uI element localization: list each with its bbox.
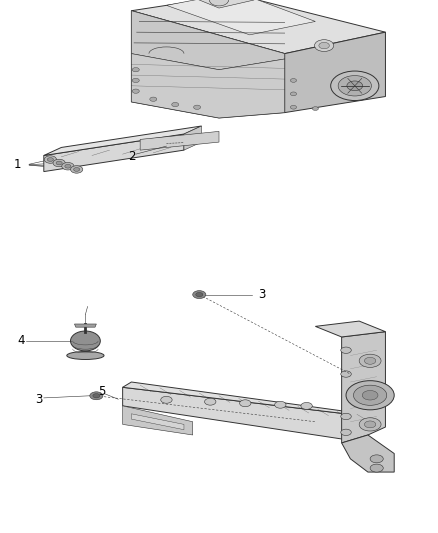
Circle shape [44, 156, 57, 163]
Circle shape [359, 354, 381, 367]
Circle shape [132, 68, 139, 72]
Circle shape [47, 158, 53, 161]
Polygon shape [184, 126, 201, 150]
Circle shape [364, 357, 376, 364]
Circle shape [312, 107, 318, 110]
Circle shape [74, 167, 80, 171]
Polygon shape [140, 131, 219, 150]
Circle shape [209, 0, 229, 6]
Circle shape [290, 78, 297, 82]
Polygon shape [285, 32, 385, 112]
Circle shape [341, 413, 351, 419]
Circle shape [196, 293, 203, 297]
Circle shape [62, 163, 74, 170]
Polygon shape [74, 324, 96, 327]
Circle shape [370, 455, 383, 463]
Polygon shape [123, 387, 368, 440]
Circle shape [240, 400, 251, 407]
Circle shape [301, 402, 312, 409]
Circle shape [346, 381, 394, 410]
Polygon shape [342, 435, 394, 472]
Circle shape [93, 394, 100, 398]
Circle shape [65, 164, 71, 168]
Polygon shape [44, 134, 184, 172]
Polygon shape [166, 0, 315, 35]
Text: 4: 4 [17, 334, 25, 348]
Text: 5: 5 [98, 385, 105, 398]
Circle shape [90, 392, 103, 400]
Circle shape [353, 385, 387, 405]
Circle shape [290, 106, 297, 109]
Circle shape [275, 401, 286, 408]
Polygon shape [123, 382, 368, 416]
Circle shape [53, 159, 65, 167]
Ellipse shape [71, 331, 100, 351]
Circle shape [290, 92, 297, 96]
Circle shape [370, 464, 383, 472]
Text: 3: 3 [35, 393, 42, 406]
Text: 2: 2 [127, 150, 135, 163]
Ellipse shape [67, 352, 104, 359]
Circle shape [194, 105, 201, 109]
Text: 3: 3 [258, 288, 266, 301]
Polygon shape [131, 54, 285, 118]
Circle shape [132, 78, 139, 83]
Polygon shape [342, 332, 385, 443]
Circle shape [132, 89, 139, 93]
Circle shape [56, 161, 62, 165]
Circle shape [172, 102, 179, 107]
Circle shape [150, 97, 157, 101]
Circle shape [362, 391, 378, 400]
Polygon shape [44, 126, 201, 156]
Circle shape [359, 418, 381, 431]
Circle shape [341, 371, 351, 377]
Text: 1: 1 [14, 158, 21, 172]
Circle shape [364, 421, 376, 428]
Polygon shape [315, 321, 385, 337]
Polygon shape [193, 0, 254, 8]
Circle shape [341, 347, 351, 353]
Polygon shape [131, 414, 184, 430]
Circle shape [338, 76, 371, 96]
Polygon shape [131, 11, 285, 70]
Circle shape [193, 290, 206, 298]
Circle shape [161, 397, 172, 403]
Polygon shape [131, 0, 385, 54]
Polygon shape [131, 11, 285, 118]
Circle shape [205, 398, 216, 405]
Circle shape [71, 166, 83, 173]
Circle shape [319, 42, 329, 49]
Circle shape [341, 429, 351, 435]
Circle shape [331, 71, 379, 101]
Polygon shape [123, 406, 193, 435]
Circle shape [314, 39, 334, 52]
Circle shape [347, 81, 363, 91]
